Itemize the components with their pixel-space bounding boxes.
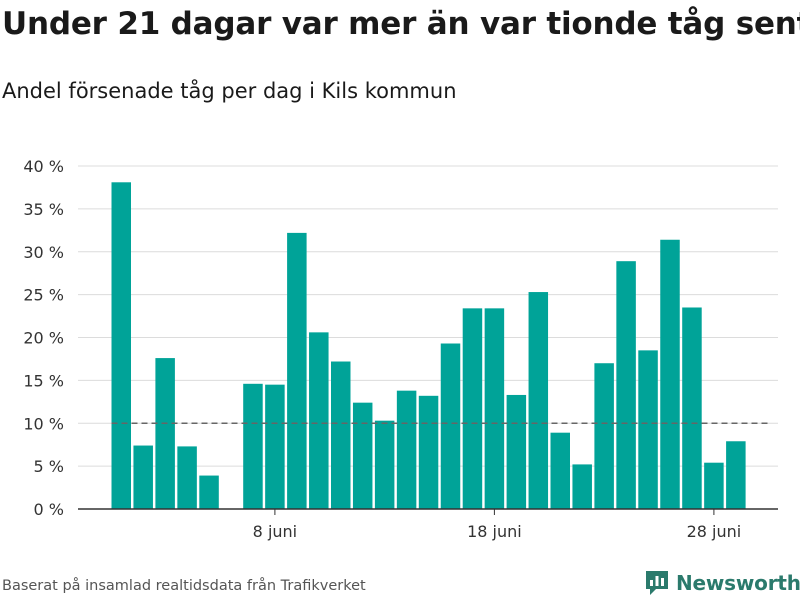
y-tick-label: 10 % [23,414,64,433]
y-tick-label: 5 % [34,457,64,476]
bar [418,395,439,509]
bar [572,464,592,509]
bar [616,261,636,509]
y-tick-label: 35 % [23,200,64,219]
bar [550,432,570,509]
bar [396,390,417,509]
bar [660,239,680,509]
y-tick-label: 40 % [23,157,64,176]
y-tick-label: 20 % [23,329,64,348]
bar [177,446,197,509]
newsworthy-logo-icon [646,571,668,595]
brand-logo: Newsworthy [644,569,800,597]
bar [199,475,219,509]
bar [462,308,483,509]
y-tick-label: 0 % [34,500,64,519]
brand-name: Newsworthy [676,571,800,595]
x-tick-label: 8 juni [253,522,297,541]
bar [133,445,153,509]
bar [682,307,702,509]
x-tick-label: 18 juni [467,522,522,541]
source-note: Baserat på insamlad realtidsdata från Tr… [2,578,366,594]
bar [704,462,724,509]
bar [155,358,175,509]
y-tick-label: 30 % [23,243,64,262]
y-tick-label: 25 % [23,286,64,305]
bar [374,420,395,509]
bar [309,332,329,509]
bar [638,350,658,509]
bar [265,384,285,509]
y-tick-label: 15 % [23,371,64,390]
page-title: Under 21 dagar var mer än var tionde tåg… [2,6,800,42]
bar [331,361,351,509]
bar [506,394,527,509]
page-subtitle: Andel försenade tåg per dag i Kils kommu… [2,79,457,103]
bar [440,343,461,509]
bar [352,402,373,509]
bar [594,363,614,509]
x-tick-label: 28 juni [687,522,742,541]
bar [243,383,263,509]
bar [484,308,505,509]
bar [726,441,746,509]
bar [287,232,307,509]
bar [528,292,549,509]
bar [111,182,131,510]
